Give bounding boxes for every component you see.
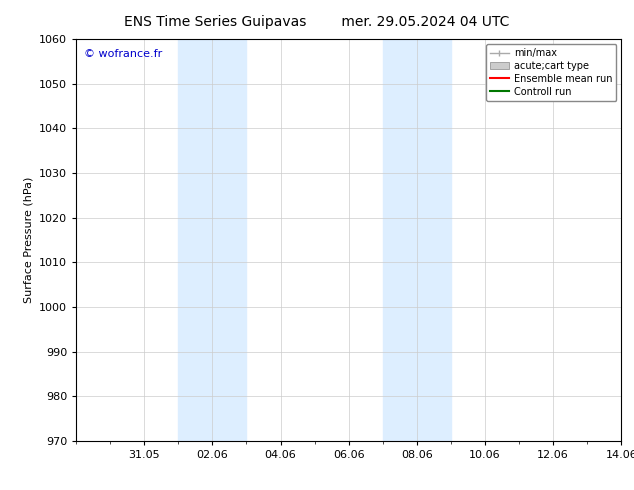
Y-axis label: Surface Pressure (hPa): Surface Pressure (hPa): [23, 177, 34, 303]
Bar: [178, 39, 247, 441]
Bar: [383, 39, 451, 441]
Text: ENS Time Series Guipavas        mer. 29.05.2024 04 UTC: ENS Time Series Guipavas mer. 29.05.2024…: [124, 15, 510, 29]
Legend: min/max, acute;cart type, Ensemble mean run, Controll run: min/max, acute;cart type, Ensemble mean …: [486, 44, 616, 100]
Text: © wofrance.fr: © wofrance.fr: [84, 49, 162, 59]
